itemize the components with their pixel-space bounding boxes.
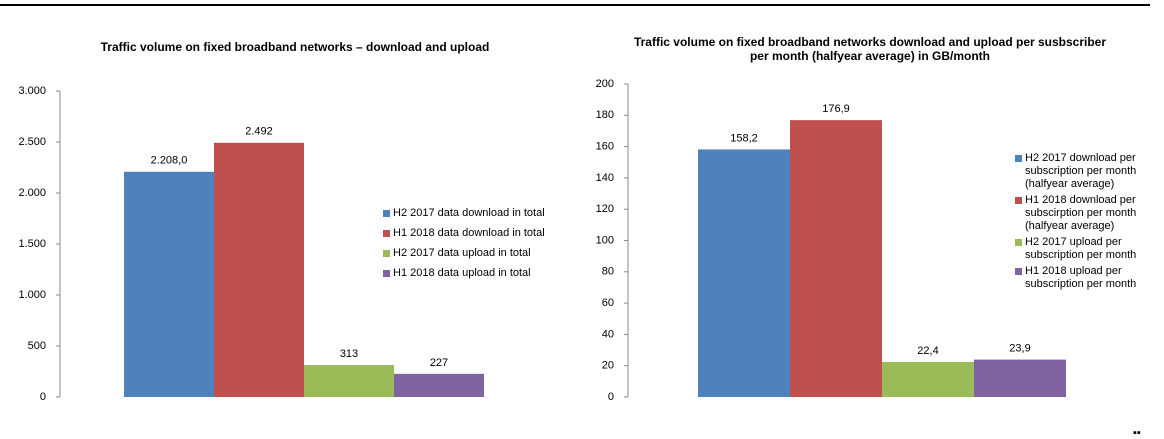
legend-swatch xyxy=(383,270,390,277)
y-tick-label: 160 xyxy=(596,141,614,153)
legend: H2 2017 data download in total H1 2018 da… xyxy=(383,207,583,287)
bar xyxy=(124,171,214,397)
y-tick-label: 3.000 xyxy=(18,85,46,97)
legend-item: H1 2018 download per subscirption per mo… xyxy=(1015,194,1164,233)
legend-item: H2 2017 download per subscription per mo… xyxy=(1015,152,1164,191)
data-label: 2.208,0 xyxy=(151,155,188,167)
y-tick-label: 40 xyxy=(602,328,614,340)
legend-item: H1 2018 data upload in total xyxy=(383,267,583,280)
legend-swatch xyxy=(1015,268,1022,275)
y-tick-label: 120 xyxy=(596,203,614,215)
legend-label: H2 2017 data download in total xyxy=(393,207,545,219)
data-label: 22,4 xyxy=(917,345,938,357)
bar xyxy=(974,359,1066,397)
logo: ▪▪ xyxy=(1133,427,1141,439)
legend-item: H1 2018 data download in total xyxy=(383,227,583,240)
chart-title: Traffic volume on fixed broadband networ… xyxy=(100,40,490,54)
y-tick-label: 20 xyxy=(602,360,614,372)
legend-item: H2 2017 data download in total xyxy=(383,207,583,220)
chart-title: Traffic volume on fixed broadband networ… xyxy=(633,35,1107,63)
y-tick-label: 80 xyxy=(602,266,614,278)
legend-label: H1 2018 upload per subscription per mont… xyxy=(1025,265,1137,290)
legend-swatch xyxy=(383,210,390,217)
legend-label: H1 2018 data upload in total xyxy=(393,267,531,279)
y-tick-label: 2.500 xyxy=(18,136,46,148)
bar xyxy=(394,373,484,397)
legend-swatch xyxy=(1015,239,1022,246)
data-label: 227 xyxy=(430,357,448,369)
bar xyxy=(790,120,882,398)
legend-label: H1 2018 data download in total xyxy=(393,227,545,239)
y-tick-label: 140 xyxy=(596,172,614,184)
y-tick-label: 100 xyxy=(596,234,614,246)
legend-label: H1 2018 download per subscirption per mo… xyxy=(1025,194,1137,232)
legend-swatch xyxy=(1015,155,1022,162)
y-tick-label: 0 xyxy=(608,391,614,403)
y-tick-label: 200 xyxy=(596,78,614,90)
legend-label: H2 2017 upload per subscription per mont… xyxy=(1025,236,1137,261)
data-label: 313 xyxy=(340,348,358,360)
y-tick-label: 60 xyxy=(602,297,614,309)
bar xyxy=(698,149,790,397)
data-label: 2.492 xyxy=(245,126,273,138)
bar xyxy=(304,365,394,397)
y-tick-label: 1.500 xyxy=(18,238,46,250)
legend-swatch xyxy=(383,250,390,257)
bar xyxy=(214,142,304,397)
legend-label: H2 2017 data upload in total xyxy=(393,247,531,259)
legend-swatch xyxy=(383,230,390,237)
legend: H2 2017 download per subscription per mo… xyxy=(1015,152,1164,294)
legend-item: H2 2017 data upload in total xyxy=(383,247,583,260)
legend-swatch xyxy=(1015,197,1022,204)
data-label: 176,9 xyxy=(822,103,850,115)
y-tick-label: 1.000 xyxy=(18,289,46,301)
bar xyxy=(882,361,974,397)
data-label: 23,9 xyxy=(1009,343,1030,355)
legend-label: H2 2017 download per subscription per mo… xyxy=(1025,152,1137,190)
legend-item: H1 2018 upload per subscription per mont… xyxy=(1015,265,1164,291)
data-label: 158,2 xyxy=(730,132,758,144)
y-tick-label: 180 xyxy=(596,109,614,121)
legend-item: H2 2017 upload per subscription per mont… xyxy=(1015,236,1164,262)
y-tick-label: 2.000 xyxy=(18,187,46,199)
y-tick-label: 500 xyxy=(28,340,46,352)
y-tick-label: 0 xyxy=(40,391,46,403)
